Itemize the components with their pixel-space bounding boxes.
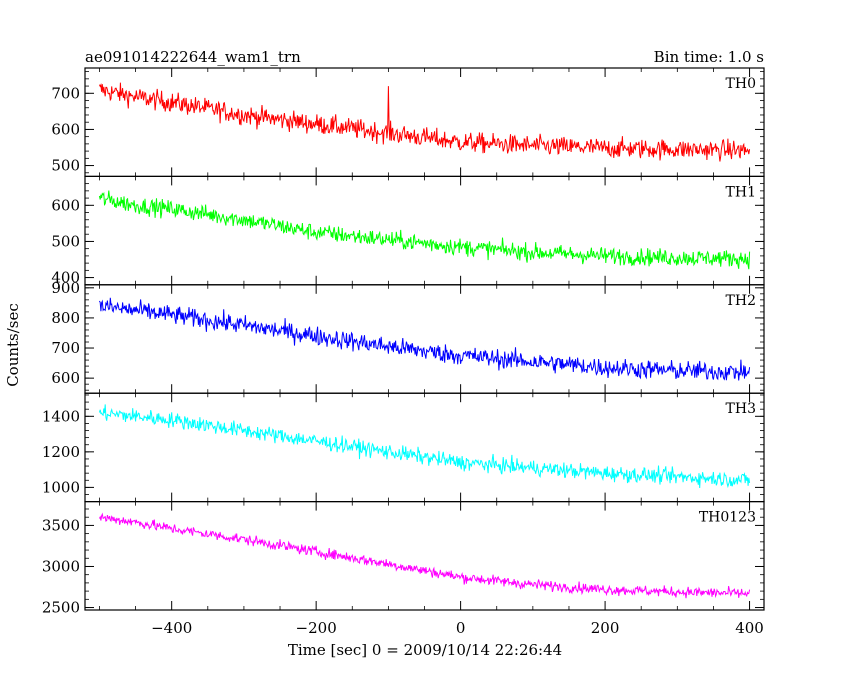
y-tick-label-th0-700: 700 — [51, 84, 80, 102]
y-tick-label-th2-900: 900 — [51, 279, 80, 297]
series-line-th3 — [98, 404, 751, 489]
y-tick-label-th1-400: 400 — [51, 269, 80, 287]
y-tick-label-th1-500: 500 — [51, 232, 80, 250]
panel-frame-th0123 — [84, 501, 765, 611]
y-axis-title: Counts/sec — [4, 303, 22, 387]
panel-frame-th0 — [84, 67, 765, 178]
x-tick-label-400: 400 — [735, 619, 764, 637]
y-tick-label-th0-500: 500 — [51, 157, 80, 175]
panel-label-th1: TH1 — [726, 184, 756, 200]
y-tick-label-th0123-3000: 3000 — [42, 557, 80, 575]
panel-frame-th1 — [84, 175, 765, 286]
y-tick-label-th2-600: 600 — [51, 369, 80, 387]
panel-label-th0123: TH0123 — [699, 510, 756, 526]
series-line-th0123 — [98, 512, 751, 599]
panel-frame-th3 — [84, 392, 765, 503]
y-tick-label-th0123-2500: 2500 — [42, 599, 80, 617]
y-tick-label-th3-1200: 1200 — [42, 443, 80, 461]
y-tick-label-th2-700: 700 — [51, 339, 80, 357]
x-tick-label--400: −400 — [151, 619, 192, 637]
x-tick-label--200: −200 — [296, 619, 337, 637]
bin-time-label: Bin time: 1.0 s — [654, 48, 764, 66]
y-tick-label-th1-600: 600 — [51, 196, 80, 214]
y-tick-label-th3-1400: 1400 — [42, 407, 80, 425]
panel-label-th3: TH3 — [726, 401, 756, 417]
panels-group: 500 600 700 TH0 400 500 600 TH1 600 700 800 900 TH2 1… — [42, 67, 765, 637]
x-axis-title: Time [sec] 0 = 2009/10/14 22:26:44 — [288, 641, 562, 659]
panel-label-th0: TH0 — [726, 76, 756, 92]
y-tick-label-th2-800: 800 — [51, 309, 80, 327]
series-line-th2 — [98, 297, 751, 381]
x-tick-label-200: 200 — [591, 619, 620, 637]
panel-label-th2: TH2 — [726, 293, 756, 309]
y-tick-label-th3-1000: 1000 — [42, 478, 80, 496]
series-line-th0 — [98, 82, 751, 162]
y-tick-label-th0123-3500: 3500 — [42, 516, 80, 534]
panel-frame-th2 — [84, 284, 765, 394]
chart-title: ae091014222644_wam1_trn — [85, 48, 301, 66]
series-line-th1 — [98, 190, 751, 270]
x-tick-label-0: 0 — [456, 619, 466, 637]
y-tick-label-th0-600: 600 — [51, 120, 80, 138]
